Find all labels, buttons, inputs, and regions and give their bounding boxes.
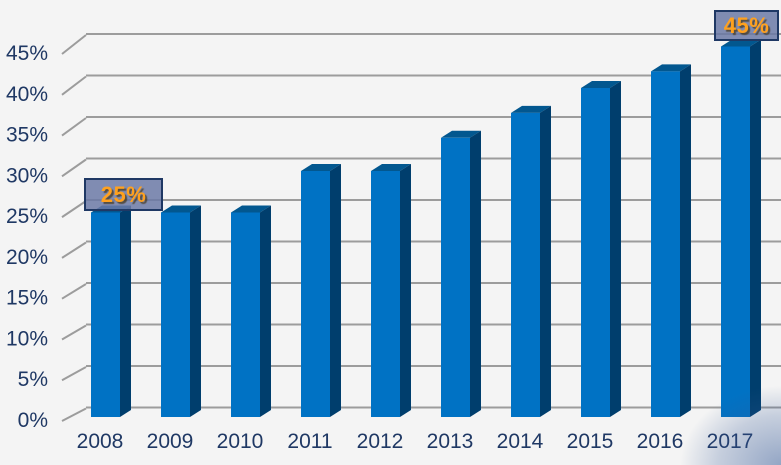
axis-tick-diagonal — [61, 241, 87, 259]
bar-side-face-2011 — [330, 164, 341, 417]
bar-top-face-2015 — [581, 81, 621, 88]
bar-top-face-2017 — [721, 39, 761, 47]
y-axis-tick-label: 35% — [6, 124, 48, 147]
axis-tick-diagonal — [61, 366, 87, 382]
bar-side-face-2010 — [260, 205, 271, 417]
x-axis-category-label: 2016 — [637, 430, 684, 453]
x-axis-category-label: 2014 — [497, 430, 544, 453]
bar-2011 — [301, 171, 330, 417]
axis-tick-diagonal — [61, 75, 87, 96]
bar-side-face-2012 — [400, 164, 411, 417]
bar-2013 — [441, 137, 470, 418]
x-axis-category-label: 2017 — [707, 430, 754, 453]
bar-side-face-2016 — [680, 64, 691, 418]
bar-2015 — [581, 88, 610, 417]
x-axis-category-label: 2015 — [567, 430, 614, 453]
axis-tick-diagonal — [61, 34, 87, 55]
bar-top-face-2010 — [231, 205, 271, 213]
bar-side-face-2013 — [470, 130, 481, 418]
bar-top-face-2014 — [511, 105, 551, 113]
y-axis-tick-label: 15% — [6, 287, 48, 310]
y-axis-tick-label: 40% — [6, 83, 48, 106]
x-axis-category-label: 2009 — [147, 430, 194, 453]
bar-side-face-2009 — [190, 205, 201, 417]
y-axis-tick-label: 25% — [6, 205, 48, 228]
y-axis-tick-label: 10% — [6, 327, 48, 350]
y-axis-tick-label: 45% — [6, 42, 48, 65]
bar-2014 — [511, 112, 540, 418]
bar-top-face-2016 — [651, 64, 691, 72]
bar-side-face-2017 — [750, 39, 761, 417]
axis-tick-diagonal — [61, 283, 87, 300]
bar-top-face-2011 — [301, 164, 341, 171]
bar-2016 — [651, 71, 680, 418]
y-axis-tick-label: 30% — [6, 164, 48, 187]
bar-top-face-2013 — [441, 130, 481, 138]
bar-side-face-2015 — [610, 81, 621, 417]
y-axis-tick-label: 0% — [18, 409, 48, 432]
x-axis-category-label: 2013 — [427, 430, 474, 453]
axis-tick-diagonal — [61, 158, 87, 178]
axis-tick-diagonal — [61, 200, 87, 218]
bar-2008 — [91, 212, 120, 417]
x-axis-category-label: 2008 — [77, 430, 124, 453]
bar-2012 — [371, 171, 400, 417]
bar-side-face-2008 — [120, 205, 131, 417]
axis-tick-diagonal — [61, 117, 87, 137]
bar-2017 — [721, 46, 750, 417]
x-axis-category-label: 2011 — [287, 430, 332, 453]
y-axis-tick-label: 20% — [6, 246, 48, 269]
axis-tick-diagonal — [61, 407, 87, 422]
bar-2009 — [161, 212, 190, 417]
bar-2010 — [231, 212, 260, 417]
data-callout-2017: 45% — [714, 10, 779, 41]
bar-top-face-2009 — [161, 205, 201, 213]
y-axis-tick-label: 5% — [18, 368, 48, 391]
x-axis-category-label: 2012 — [357, 430, 404, 453]
bar-top-face-2012 — [371, 164, 411, 171]
x-axis-category-label: 2010 — [217, 430, 264, 453]
bar-side-face-2014 — [540, 105, 551, 418]
axis-tick-diagonal — [61, 324, 87, 341]
data-callout-2008: 25% — [84, 178, 163, 211]
